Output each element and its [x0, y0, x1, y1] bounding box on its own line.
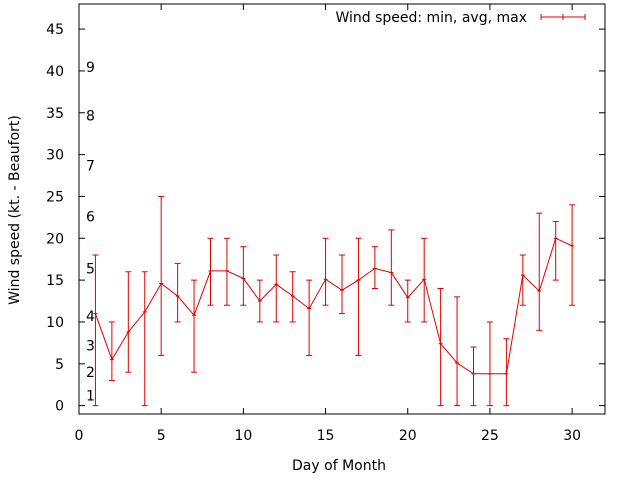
plot-frame	[78, 3, 606, 415]
beaufort-label: 1	[86, 389, 95, 405]
y-tick-label: 25	[46, 189, 64, 205]
x-axis-label: Day of Month	[292, 458, 386, 474]
x-tick-label: 30	[563, 428, 581, 444]
y-tick-label: 35	[46, 106, 64, 122]
y-axis-label: Wind speed (kt. - Beaufort)	[7, 115, 23, 305]
legend: Wind speed: min, avg, max	[335, 10, 586, 26]
beaufort-label: 6	[86, 210, 95, 226]
x-tick-label: 15	[317, 428, 335, 444]
y-tick-label: 20	[46, 231, 64, 247]
y-tick-label: 5	[55, 357, 64, 373]
x-tick-label: 10	[234, 428, 252, 444]
y-tick-label: 15	[46, 273, 64, 289]
series	[92, 195, 576, 407]
beaufort-label: 8	[86, 108, 95, 124]
x-tick-label: 0	[75, 428, 84, 444]
beaufort-label: 3	[86, 338, 95, 354]
beaufort-label: 9	[86, 60, 95, 76]
y-tick-label: 45	[46, 22, 64, 38]
series-line	[94, 237, 573, 375]
x-tick-label: 25	[481, 428, 499, 444]
y-tick-label: 10	[46, 315, 64, 331]
beaufort-label: 5	[86, 261, 95, 277]
legend-label: Wind speed: min, avg, max	[335, 10, 527, 26]
y-tick-label: 40	[46, 64, 64, 80]
beaufort-label: 4	[86, 309, 95, 325]
annotations: 1 2 3 4 5 6 7 8 9	[86, 60, 95, 405]
y-tick-label: 0	[55, 399, 64, 415]
beaufort-label: 2	[86, 365, 95, 381]
x-tick-label: 5	[157, 428, 166, 444]
beaufort-label: 7	[86, 158, 95, 174]
y-tick-label: 30	[46, 148, 64, 164]
x-tick-label: 20	[399, 428, 417, 444]
